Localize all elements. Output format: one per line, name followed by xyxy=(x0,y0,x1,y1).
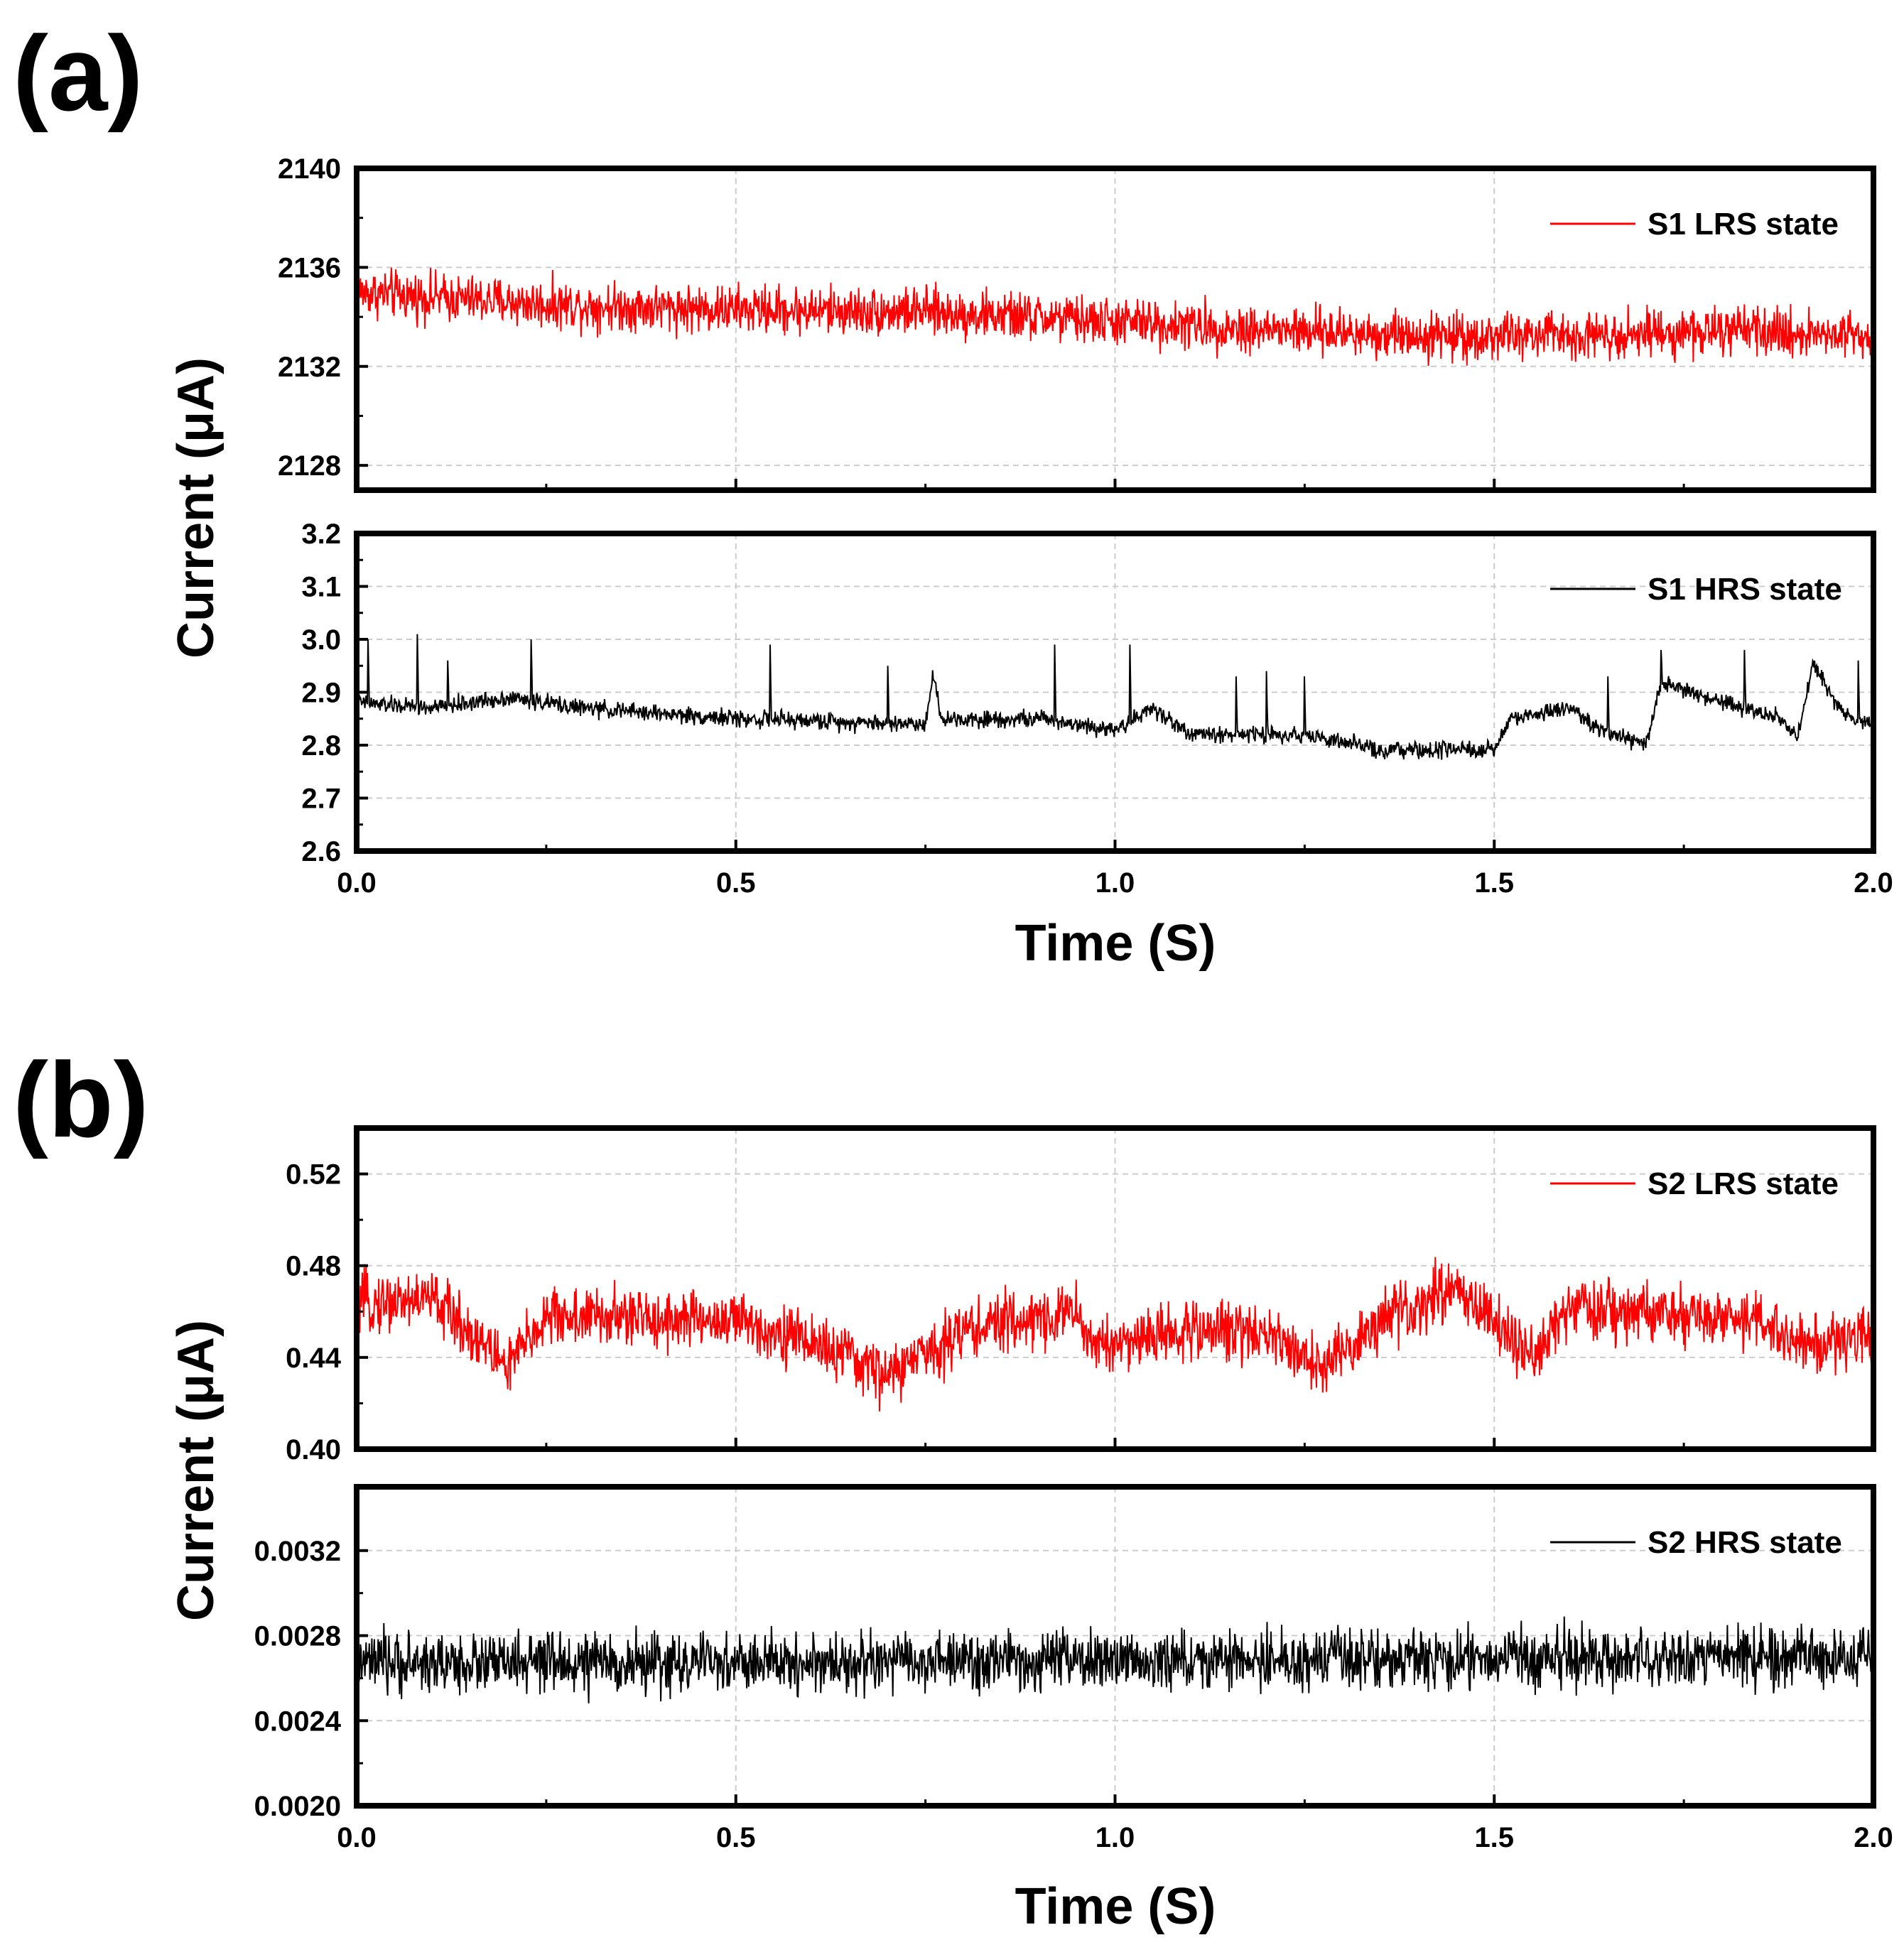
y-tick-label: 2.6 xyxy=(301,836,341,867)
series-line-s1-lrs-state xyxy=(357,267,1873,367)
y-axis-title-a: Current (μA) xyxy=(168,357,225,659)
x-tick-label: 1.5 xyxy=(1474,867,1514,899)
y-tick-label: 2136 xyxy=(278,252,341,283)
x-axis-title-b: Time (S) xyxy=(1015,1878,1216,1935)
x-tick-label: 1.0 xyxy=(1096,867,1135,899)
series-line-s2-lrs-state xyxy=(357,1257,1873,1411)
y-tick-label: 0.48 xyxy=(286,1251,341,1282)
y-tick-label: 2128 xyxy=(278,450,341,482)
y-tick-label: 0.0020 xyxy=(254,1791,341,1822)
y-tick-label: 0.0028 xyxy=(254,1621,341,1652)
panel-label-a: (a) xyxy=(13,13,143,133)
y-tick-label: 0.40 xyxy=(286,1434,341,1465)
y-tick-label: 2.9 xyxy=(301,678,341,709)
y-tick-label: 2.7 xyxy=(301,784,341,815)
y-axis-title-b: Current (μA) xyxy=(168,1320,225,1621)
x-axis-title-a: Time (S) xyxy=(1015,915,1216,972)
y-tick-label: 2140 xyxy=(278,153,341,185)
y-tick-label: 0.0024 xyxy=(254,1706,342,1737)
y-tick-label: 3.0 xyxy=(301,624,341,656)
chart-s2-lrs: S2 LRS state 0.40 0.44 0.48 0.52 xyxy=(286,1125,1876,1465)
legend-label: S2 LRS state xyxy=(1648,1166,1839,1201)
x-tick-label: 1.0 xyxy=(1096,1822,1135,1853)
y-tick-label: 0.52 xyxy=(286,1159,341,1191)
y-tick-label: 0.0032 xyxy=(254,1536,341,1567)
legend-label: S1 LRS state xyxy=(1648,207,1839,242)
x-tick-label: 1.5 xyxy=(1474,1822,1514,1853)
x-tick-label: 2.0 xyxy=(1854,1822,1893,1853)
x-tick-label: 0.5 xyxy=(716,867,756,899)
legend-label: S1 HRS state xyxy=(1648,572,1842,607)
y-tick-label: 2.8 xyxy=(301,730,341,762)
x-tick-label: 2.0 xyxy=(1854,867,1893,899)
y-tick-label: 3.1 xyxy=(301,572,341,603)
series-line-s2-hrs-state xyxy=(357,1616,1873,1703)
y-tick-label: 3.2 xyxy=(301,519,341,550)
x-tick-label: 0.0 xyxy=(337,867,377,899)
x-tick-label: 0.5 xyxy=(716,1822,756,1853)
y-tick-label: 0.44 xyxy=(286,1343,342,1374)
panel-label-b: (b) xyxy=(13,1040,149,1159)
legend-label: S2 HRS state xyxy=(1648,1525,1842,1560)
chart-s1-lrs: S1 LRS state 2128 2132 2136 2140 xyxy=(278,153,1876,493)
y-tick-label: 2132 xyxy=(278,352,341,383)
x-tick-label: 0.0 xyxy=(337,1822,377,1853)
chart-s2-hrs: S2 HRS state 0.0020 0.0024 0.0028 0.0032 0.0 0… xyxy=(254,1484,1893,1853)
chart-s1-hrs: S1 HRS state 2.6 2.7 2.8 2.9 3.0 3.1 3.2 0.0 0.5 1… xyxy=(301,519,1893,899)
series-line-s1-hrs-state xyxy=(357,634,1873,760)
